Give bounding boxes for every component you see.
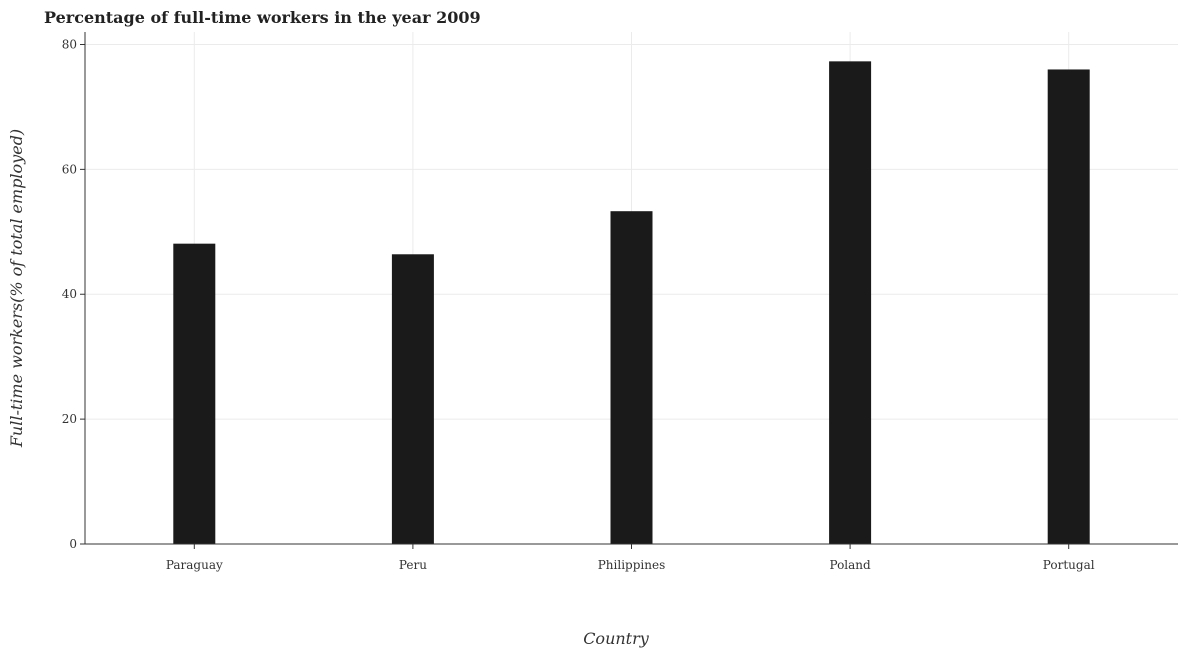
x-tick-label: Portugal bbox=[1043, 558, 1095, 572]
x-tick-label: Peru bbox=[399, 558, 427, 572]
y-tick-label: 20 bbox=[62, 412, 77, 426]
chart-title-text: Percentage of full-time workers in the y… bbox=[44, 8, 481, 27]
x-axis-label: Country bbox=[583, 629, 650, 648]
x-tick-label: Poland bbox=[829, 558, 871, 572]
x-tick-label: Philippines bbox=[598, 558, 666, 572]
x-tick-label: Paraguay bbox=[166, 558, 223, 572]
y-axis-label: Full-time workers(% of total employed) bbox=[7, 129, 26, 448]
y-tick-label: 60 bbox=[62, 162, 77, 176]
y-tick-label: 80 bbox=[62, 37, 77, 51]
y-tick-label: 40 bbox=[62, 287, 77, 301]
y-ticks: 0 20 40 60 80 bbox=[62, 37, 85, 551]
bar-paraguay bbox=[173, 243, 216, 545]
bar-portugal bbox=[1047, 69, 1090, 545]
bar-philippines bbox=[610, 211, 653, 544]
bar-peru bbox=[391, 254, 434, 544]
x-ticks: Paraguay Peru Philippines Poland Portugal bbox=[166, 544, 1095, 572]
bars bbox=[173, 61, 1090, 545]
y-tick-label: 0 bbox=[69, 537, 77, 551]
bar-poland bbox=[829, 61, 872, 544]
